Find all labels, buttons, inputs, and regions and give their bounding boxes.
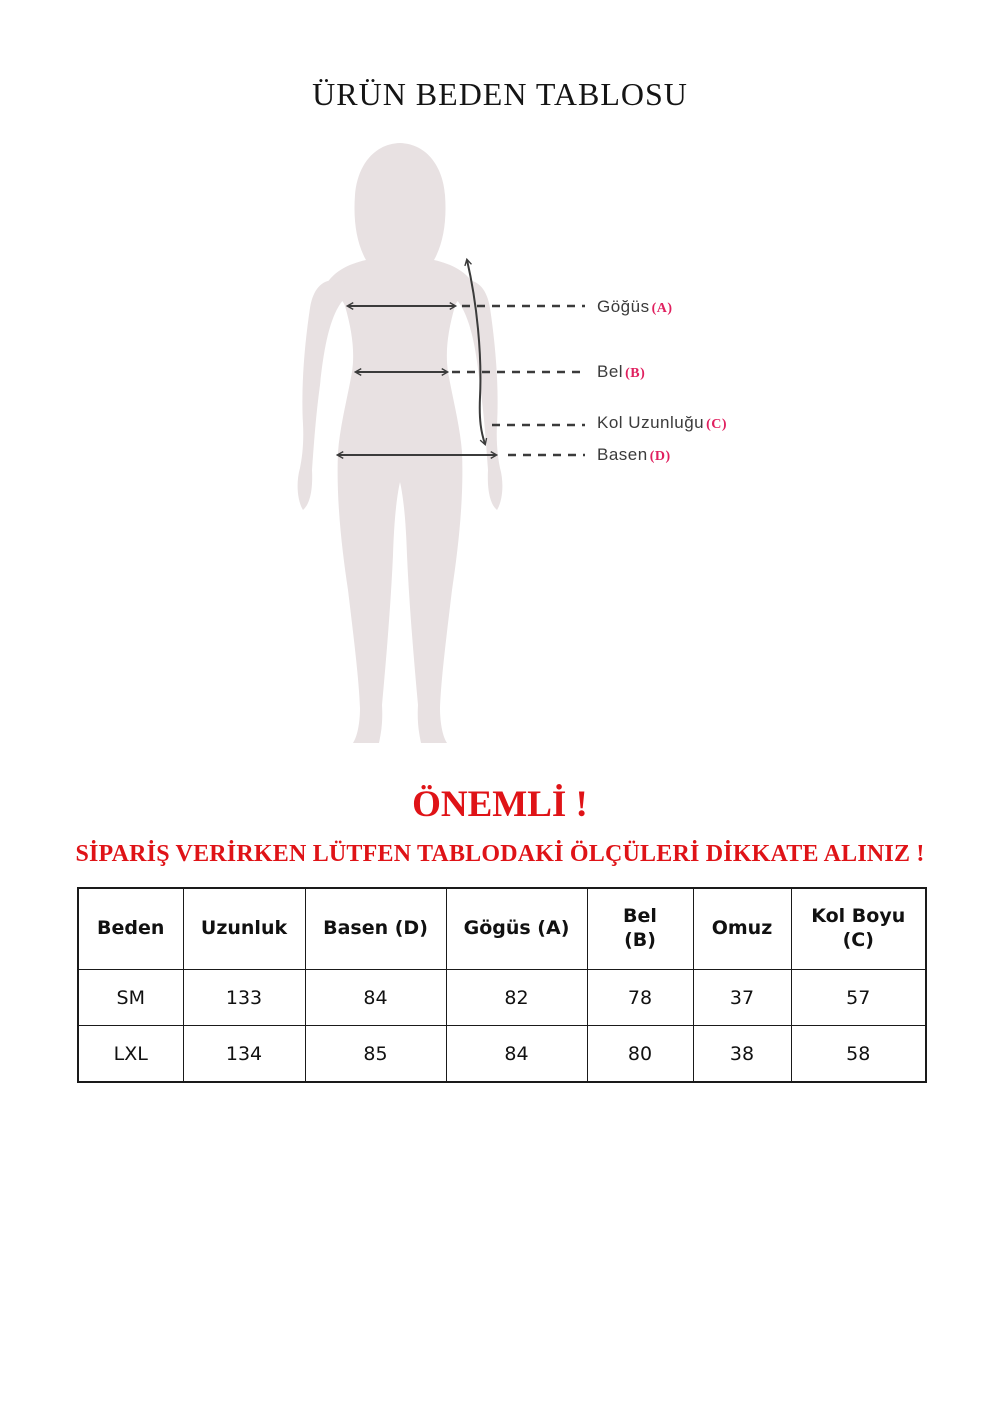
cell-chest: 84 [445,1025,588,1083]
measurement-key-a: (A) [651,301,673,316]
cell-hip: 85 [304,1025,447,1083]
cell-waist: 80 [586,1025,694,1083]
warning-text: SİPARİŞ VERİRKEN LÜTFEN TABLODAKİ ÖLÇÜLE… [75,841,925,867]
cell-waist: 78 [586,969,694,1026]
female-silhouette-body [324,143,476,743]
cell-length: 134 [182,1025,306,1083]
measurement-label-text: Göğüs [597,297,650,316]
header-uzunluk: Uzunluk [182,887,306,970]
header-beden: Beden [77,887,184,970]
cell-size: SM [77,969,184,1026]
table-row-lxl: LXL 134 85 84 80 38 58 [77,1025,927,1083]
female-silhouette-left-arm [297,280,348,510]
header-gogus: Gögüs (A) [445,887,588,970]
measurement-label-chest: Göğüs (A) [597,295,673,319]
header-bel: Bel (B) [586,887,694,970]
important-heading: ÖNEMLİ ! [412,784,588,825]
measurement-label-arm-length: Kol Uzunluğu (C) [597,411,727,435]
size-table-header-row: Beden Uzunluk Basen (D) Gögüs (A) Bel (B… [77,887,927,970]
arm-length-arrow [464,257,488,447]
size-table: Beden Uzunluk Basen (D) Gögüs (A) Bel (B… [77,887,927,1083]
cell-length: 133 [182,969,306,1026]
body-measurement-diagram [297,143,585,743]
cell-arm: 57 [790,969,927,1026]
measurement-label-hip: Basen (D) [597,443,671,467]
measurement-label-text: Kol Uzunluğu [597,413,705,432]
cell-chest: 82 [445,969,588,1026]
measurement-label-text: Basen [597,445,648,464]
measurement-label-waist: Bel (B) [597,360,645,384]
cell-arm: 58 [790,1025,927,1083]
measurement-label-text: Bel [597,362,624,381]
measurement-key-b: (B) [625,366,646,381]
measurement-key-d: (D) [649,449,671,464]
cell-shoulder: 38 [692,1025,792,1083]
header-kol-boyu: Kol Boyu (C) [790,887,927,970]
table-row-sm: SM 133 84 82 78 37 57 [77,969,927,1026]
cell-hip: 84 [304,969,447,1026]
page-title: ÜRÜN BEDEN TABLOSU [312,76,688,112]
cell-shoulder: 37 [692,969,792,1026]
header-omuz: Omuz [692,887,792,970]
header-basen: Basen (D) [304,887,447,970]
cell-size: LXL [77,1025,184,1083]
measurement-key-c: (C) [706,417,728,432]
